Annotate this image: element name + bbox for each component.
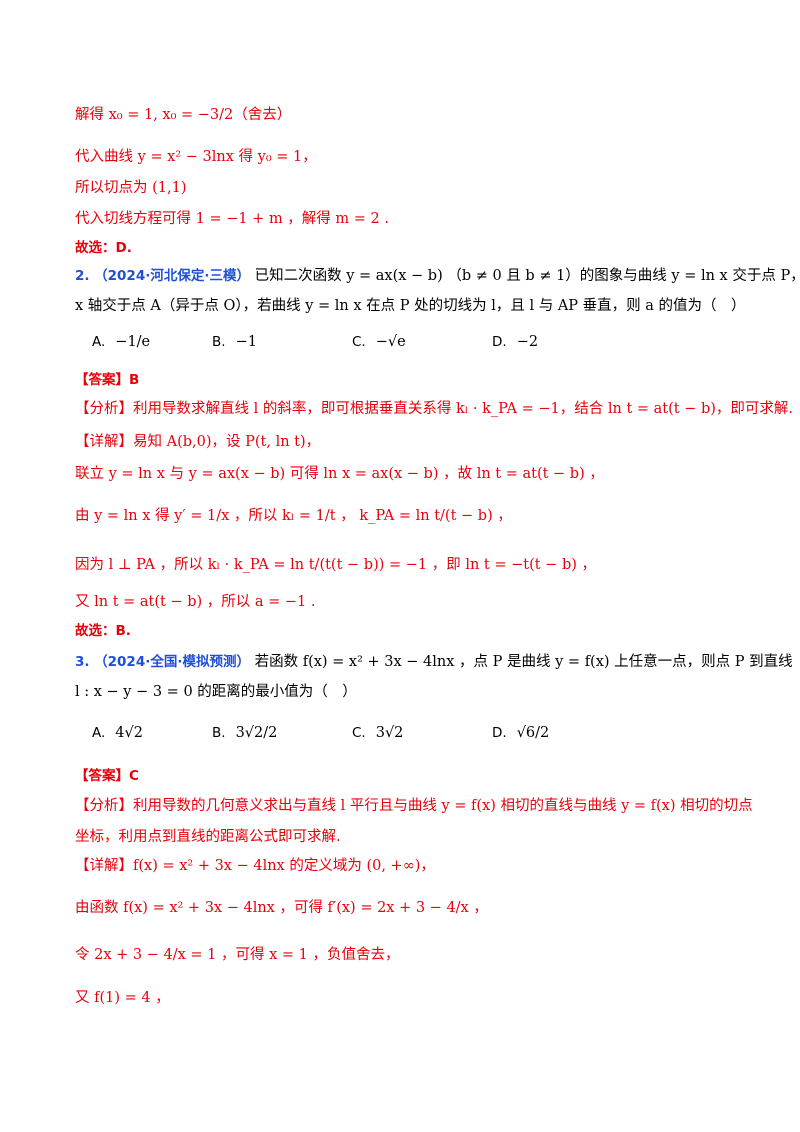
question-2-analysis: 【分析】利用导数求解直线 l 的斜率，即可根据垂直关系得 kₗ · k_PA =… xyxy=(75,401,794,417)
option-label: D. xyxy=(492,725,507,741)
question-2-detail-4: 因为 l ⊥ PA ，所以 kₗ · k_PA = ln t/(t(t − b)… xyxy=(75,557,596,573)
question-2-stem-line-2: x 轴交于点 A（异于点 O），若曲线 y = ln x 在点 P 处的切线为 … xyxy=(75,298,746,314)
option-value: 4√2 xyxy=(115,725,143,741)
question-2-option-c: C. −√e xyxy=(352,334,406,350)
solution-line-2: 代入曲线 y = x² − 3lnx 得 y₀ = 1， xyxy=(75,149,317,165)
question-2-answer: 【答案】B xyxy=(75,372,140,388)
option-label: A. xyxy=(92,725,106,741)
option-value: −2 xyxy=(516,334,539,350)
question-3-detail-4: 又 f(1) = 4 ， xyxy=(75,990,170,1006)
solution-line-4: 代入切线方程可得 1 = −1 + m ，解得 m = 2 . xyxy=(75,211,389,227)
solution-choice: 故选：D. xyxy=(75,240,132,256)
solution-line-3: 所以切点为 (1,1) xyxy=(75,180,187,196)
question-2-detail-1: 【详解】易知 A(b,0)，设 P(t, ln t)， xyxy=(75,434,321,450)
question-2-option-a: A. −1/e xyxy=(92,334,150,350)
question-2-detail-5: 又 ln t = at(t − b) ，所以 a = −1 . xyxy=(75,594,316,610)
question-2-number: 2. xyxy=(75,268,90,284)
question-3-number: 3. xyxy=(75,654,90,670)
question-2-detail-3: 由 y = ln x 得 y′ = 1/x ，所以 kₗ = 1/t ， k_P… xyxy=(75,508,512,524)
question-3-stem-line-1: 3. （2024·全国·模拟预测） 若函数 f(x) = x² + 3x − 4… xyxy=(75,652,793,672)
question-2-source: （2024·河北保定·三模） xyxy=(94,268,250,284)
question-3-detail-3: 令 2x + 3 − 4/x = 1 ，可得 x = 1 ，负值舍去， xyxy=(75,947,400,963)
question-3-option-a: A. 4√2 xyxy=(92,725,143,741)
question-3-detail-1: 【详解】f(x) = x² + 3x − 4lnx 的定义域为 (0, +∞)， xyxy=(75,858,435,874)
solution-line-1: 解得 x₀ = 1, x₀ = −3/2（舍去） xyxy=(75,107,292,123)
option-label: C. xyxy=(352,725,366,741)
question-3-analysis-1: 【分析】利用导数的几何意义求出与直线 l 平行且与曲线 y = f(x) 相切的… xyxy=(75,798,753,814)
question-3-stem-line-2: l : x − y − 3 = 0 的距离的最小值为（ ） xyxy=(75,684,357,700)
option-value: −1/e xyxy=(115,334,151,350)
option-value: −1 xyxy=(235,334,257,350)
option-label: B. xyxy=(212,334,226,350)
question-2-detail-2: 联立 y = ln x 与 y = ax(x − b) 可得 ln x = ax… xyxy=(75,466,604,482)
question-2-stem-text: 已知二次函数 y = ax(x − b) （b ≠ 0 且 b ≠ 1）的图象与… xyxy=(254,268,800,284)
question-3-source: （2024·全国·模拟预测） xyxy=(94,654,250,670)
option-label: D. xyxy=(492,334,507,350)
option-value: √6/2 xyxy=(516,725,550,741)
question-3-option-d: D. √6/2 xyxy=(492,725,549,741)
question-2-option-d: D. −2 xyxy=(492,334,538,350)
question-2-choice: 故选：B. xyxy=(75,623,131,639)
question-3-option-b: B. 3√2/2 xyxy=(212,725,277,741)
question-2-option-b: B. −1 xyxy=(212,334,257,350)
question-3-answer: 【答案】C xyxy=(75,768,139,784)
question-3-option-c: C. 3√2 xyxy=(352,725,403,741)
option-label: B. xyxy=(212,725,226,741)
option-value: 3√2/2 xyxy=(235,725,278,741)
option-label: C. xyxy=(352,334,366,350)
option-value: 3√2 xyxy=(375,725,404,741)
option-value: −√e xyxy=(375,334,406,350)
option-label: A. xyxy=(92,334,106,350)
question-3-analysis-2: 坐标，利用点到直线的距离公式即可求解. xyxy=(75,829,341,845)
question-2-stem-line-1: 2. （2024·河北保定·三模） 已知二次函数 y = ax(x − b) （… xyxy=(75,266,800,286)
question-3-stem-text: 若函数 f(x) = x² + 3x − 4lnx ，点 P 是曲线 y = f… xyxy=(254,654,793,670)
question-3-detail-2: 由函数 f(x) = x² + 3x − 4lnx ，可得 f′(x) = 2x… xyxy=(75,900,488,916)
